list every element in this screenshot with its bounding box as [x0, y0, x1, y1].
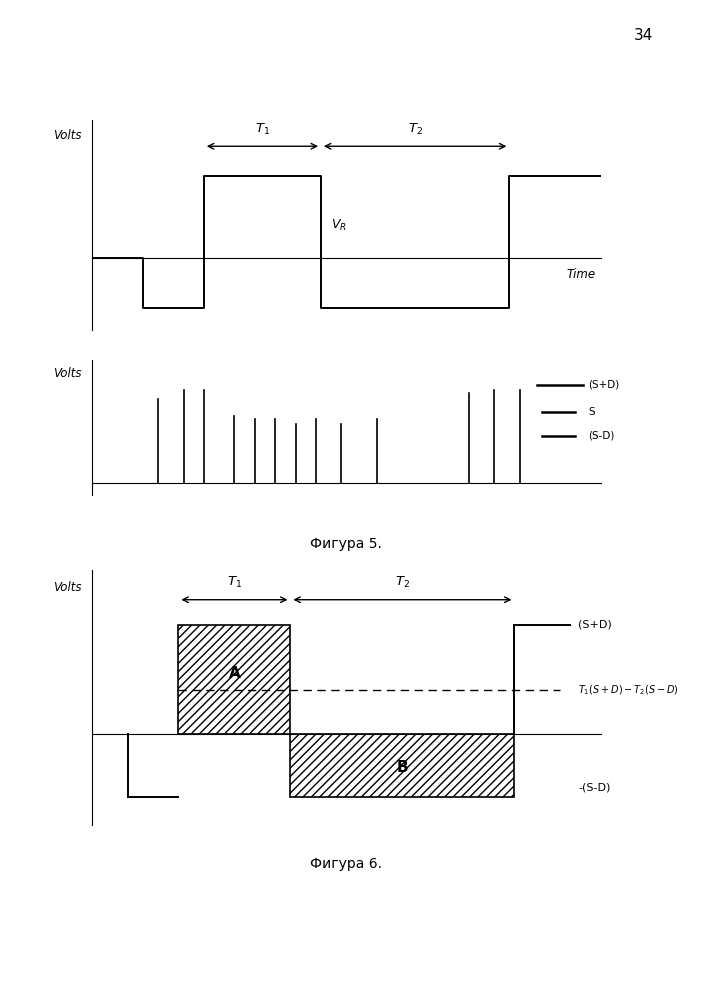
- Text: 34: 34: [633, 28, 653, 43]
- Bar: [178, 625, 291, 734]
- Text: Фигура 5.: Фигура 5.: [310, 537, 382, 551]
- Text: (S-D): (S-D): [588, 431, 614, 441]
- Text: $T_1$: $T_1$: [227, 575, 242, 590]
- Text: (S+D): (S+D): [578, 620, 612, 630]
- Text: $T_1(S+D)-T_2(S-D)$: $T_1(S+D)-T_2(S-D)$: [578, 684, 679, 697]
- Text: $T_2$: $T_2$: [408, 122, 423, 137]
- Text: -(S-D): -(S-D): [578, 782, 610, 792]
- Text: S: S: [588, 407, 595, 417]
- Text: Volts: Volts: [53, 367, 82, 380]
- Text: A: A: [228, 666, 240, 681]
- Text: Time: Time: [567, 268, 596, 281]
- Text: B: B: [397, 760, 408, 775]
- Text: Фигура 6.: Фигура 6.: [310, 857, 382, 871]
- Text: $T_2$: $T_2$: [395, 575, 410, 590]
- Text: $V_R$: $V_R$: [331, 217, 347, 233]
- Text: Volts: Volts: [53, 129, 82, 142]
- Text: Volts: Volts: [53, 581, 82, 594]
- Text: (S+D): (S+D): [588, 380, 619, 390]
- Text: $T_1$: $T_1$: [255, 122, 270, 137]
- Bar: [291, 734, 515, 797]
